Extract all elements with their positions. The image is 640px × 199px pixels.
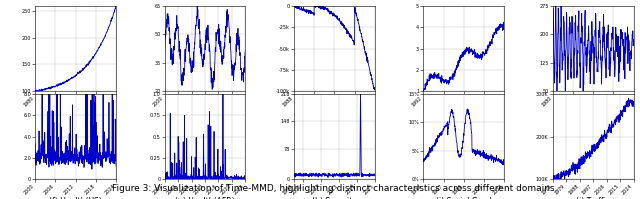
X-axis label: (e) Environment: (e) Environment bbox=[562, 109, 624, 118]
X-axis label: (j) Traffic: (j) Traffic bbox=[576, 197, 610, 199]
X-axis label: (g) Health(AFR): (g) Health(AFR) bbox=[175, 197, 235, 199]
Text: Figure 3: Visualization of Time-MMD, highlighting distinct characteristics acros: Figure 3: Visualization of Time-MMD, hig… bbox=[111, 184, 557, 193]
X-axis label: (f) Health(US): (f) Health(US) bbox=[49, 197, 102, 199]
X-axis label: (b) Climate: (b) Climate bbox=[184, 109, 227, 118]
X-axis label: (i) Social Good: (i) Social Good bbox=[436, 197, 492, 199]
X-axis label: (h) Security: (h) Security bbox=[312, 197, 356, 199]
X-axis label: (d) Energy: (d) Energy bbox=[444, 109, 484, 118]
X-axis label: (c) Economy: (c) Economy bbox=[310, 109, 358, 118]
X-axis label: (a) Agriculture: (a) Agriculture bbox=[48, 109, 104, 118]
